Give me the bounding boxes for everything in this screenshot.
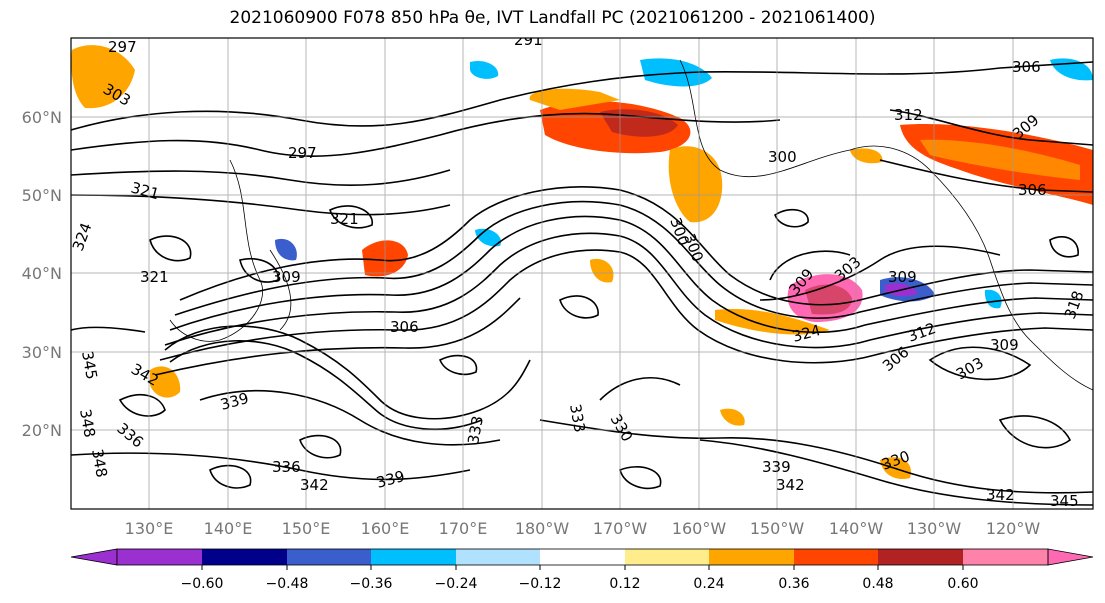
lat-label-20n: 20°N — [22, 421, 62, 440]
longitude-labels: 130°E 140°E 150°E 160°E 170°E 180°W 170°… — [125, 519, 1041, 538]
contour-label: 333 — [566, 403, 589, 434]
contour-label: 291 — [514, 31, 543, 49]
lat-label-30n: 30°N — [22, 343, 62, 362]
lon-label: 170°E — [439, 519, 488, 538]
latitude-labels: 60°N 50°N 40°N 30°N 20°N — [22, 108, 62, 440]
contour-label: 321 — [330, 210, 359, 228]
colorbar-tick-label: 0.48 — [862, 576, 893, 592]
colorbar-tick-label: −0.48 — [266, 576, 309, 592]
contour-label: 348 — [76, 408, 99, 439]
colorbar-segment — [878, 549, 963, 565]
contour-label: 321 — [140, 268, 169, 286]
contour-label: 345 — [78, 350, 101, 381]
colorbar-outline — [116, 548, 1049, 566]
lon-label: 150°W — [750, 519, 805, 538]
lon-label: 130°E — [125, 519, 174, 538]
lon-label: 150°E — [282, 519, 331, 538]
contour-label: 333 — [464, 414, 487, 445]
map-title: 2021060900 F078 850 hPa θe, IVT Landfall… — [229, 8, 876, 28]
map-frame — [70, 37, 1094, 510]
colorbar-tick-label: −0.36 — [350, 576, 393, 592]
colorbar-tick-label: 0.24 — [693, 576, 724, 592]
colorbar-tick-label: 0.36 — [778, 576, 809, 592]
contour-label: 309 — [990, 336, 1019, 354]
lon-label: 160°E — [361, 519, 410, 538]
lon-label: 130°W — [907, 519, 962, 538]
contour-label: 297 — [288, 144, 317, 162]
contour-label: 309 — [272, 268, 301, 286]
colorbar-segment — [371, 549, 456, 565]
colorbar-segment — [540, 549, 625, 565]
contour-label: 342 — [300, 476, 329, 494]
gridlines — [71, 38, 1093, 509]
contour-label: 300 — [768, 148, 797, 166]
colorbar-segment — [287, 549, 371, 565]
contour-label: 306 — [390, 318, 419, 336]
lon-label: 140°E — [204, 519, 253, 538]
colorbar-segment — [709, 549, 794, 565]
contour-label: 342 — [776, 476, 805, 494]
contour-label: 306 — [1012, 58, 1041, 76]
lon-label: 180°W — [515, 519, 570, 538]
coastlines — [169, 59, 1093, 391]
colorbar-segment — [625, 549, 709, 565]
colorbar-segment — [117, 549, 202, 565]
contour-label: 297 — [108, 38, 137, 56]
lat-label-60n: 60°N — [22, 108, 62, 127]
lat-label-50n: 50°N — [22, 186, 62, 205]
colorbar-tick-label: 0.60 — [947, 576, 978, 592]
colorbar-tick-label: −0.12 — [519, 576, 562, 592]
lat-label-40n: 40°N — [22, 264, 62, 283]
colorbar-segment — [456, 549, 540, 565]
colorbar-tick-label: −0.24 — [435, 576, 478, 592]
contour-label: 342 — [986, 486, 1015, 504]
contour-label: 339 — [762, 458, 791, 476]
contour-label: 336 — [272, 458, 301, 476]
colorbar-segment — [202, 549, 287, 565]
colorbar-extend-low — [70, 548, 118, 566]
lon-label: 120°W — [986, 519, 1041, 538]
contour-label: 309 — [888, 268, 917, 286]
contour-label: 345 — [1050, 492, 1079, 510]
colorbar-tick-label: −0.60 — [181, 576, 224, 592]
colorbar-segment — [963, 549, 1048, 565]
colorbar-extend-high — [1047, 548, 1094, 566]
colorbar-segment — [794, 549, 878, 565]
contour-label: 306 — [1018, 181, 1047, 199]
colorbar: −0.60 −0.48 −0.36 −0.24 −0.12 0.12 0.24 … — [70, 548, 1094, 592]
lon-label: 170°W — [593, 519, 648, 538]
lon-label: 160°W — [672, 519, 727, 538]
lon-label: 140°W — [829, 519, 884, 538]
contour-label: 348 — [88, 448, 111, 479]
colorbar-tick-label: 0.12 — [609, 576, 640, 592]
contour-label: 312 — [894, 106, 923, 124]
